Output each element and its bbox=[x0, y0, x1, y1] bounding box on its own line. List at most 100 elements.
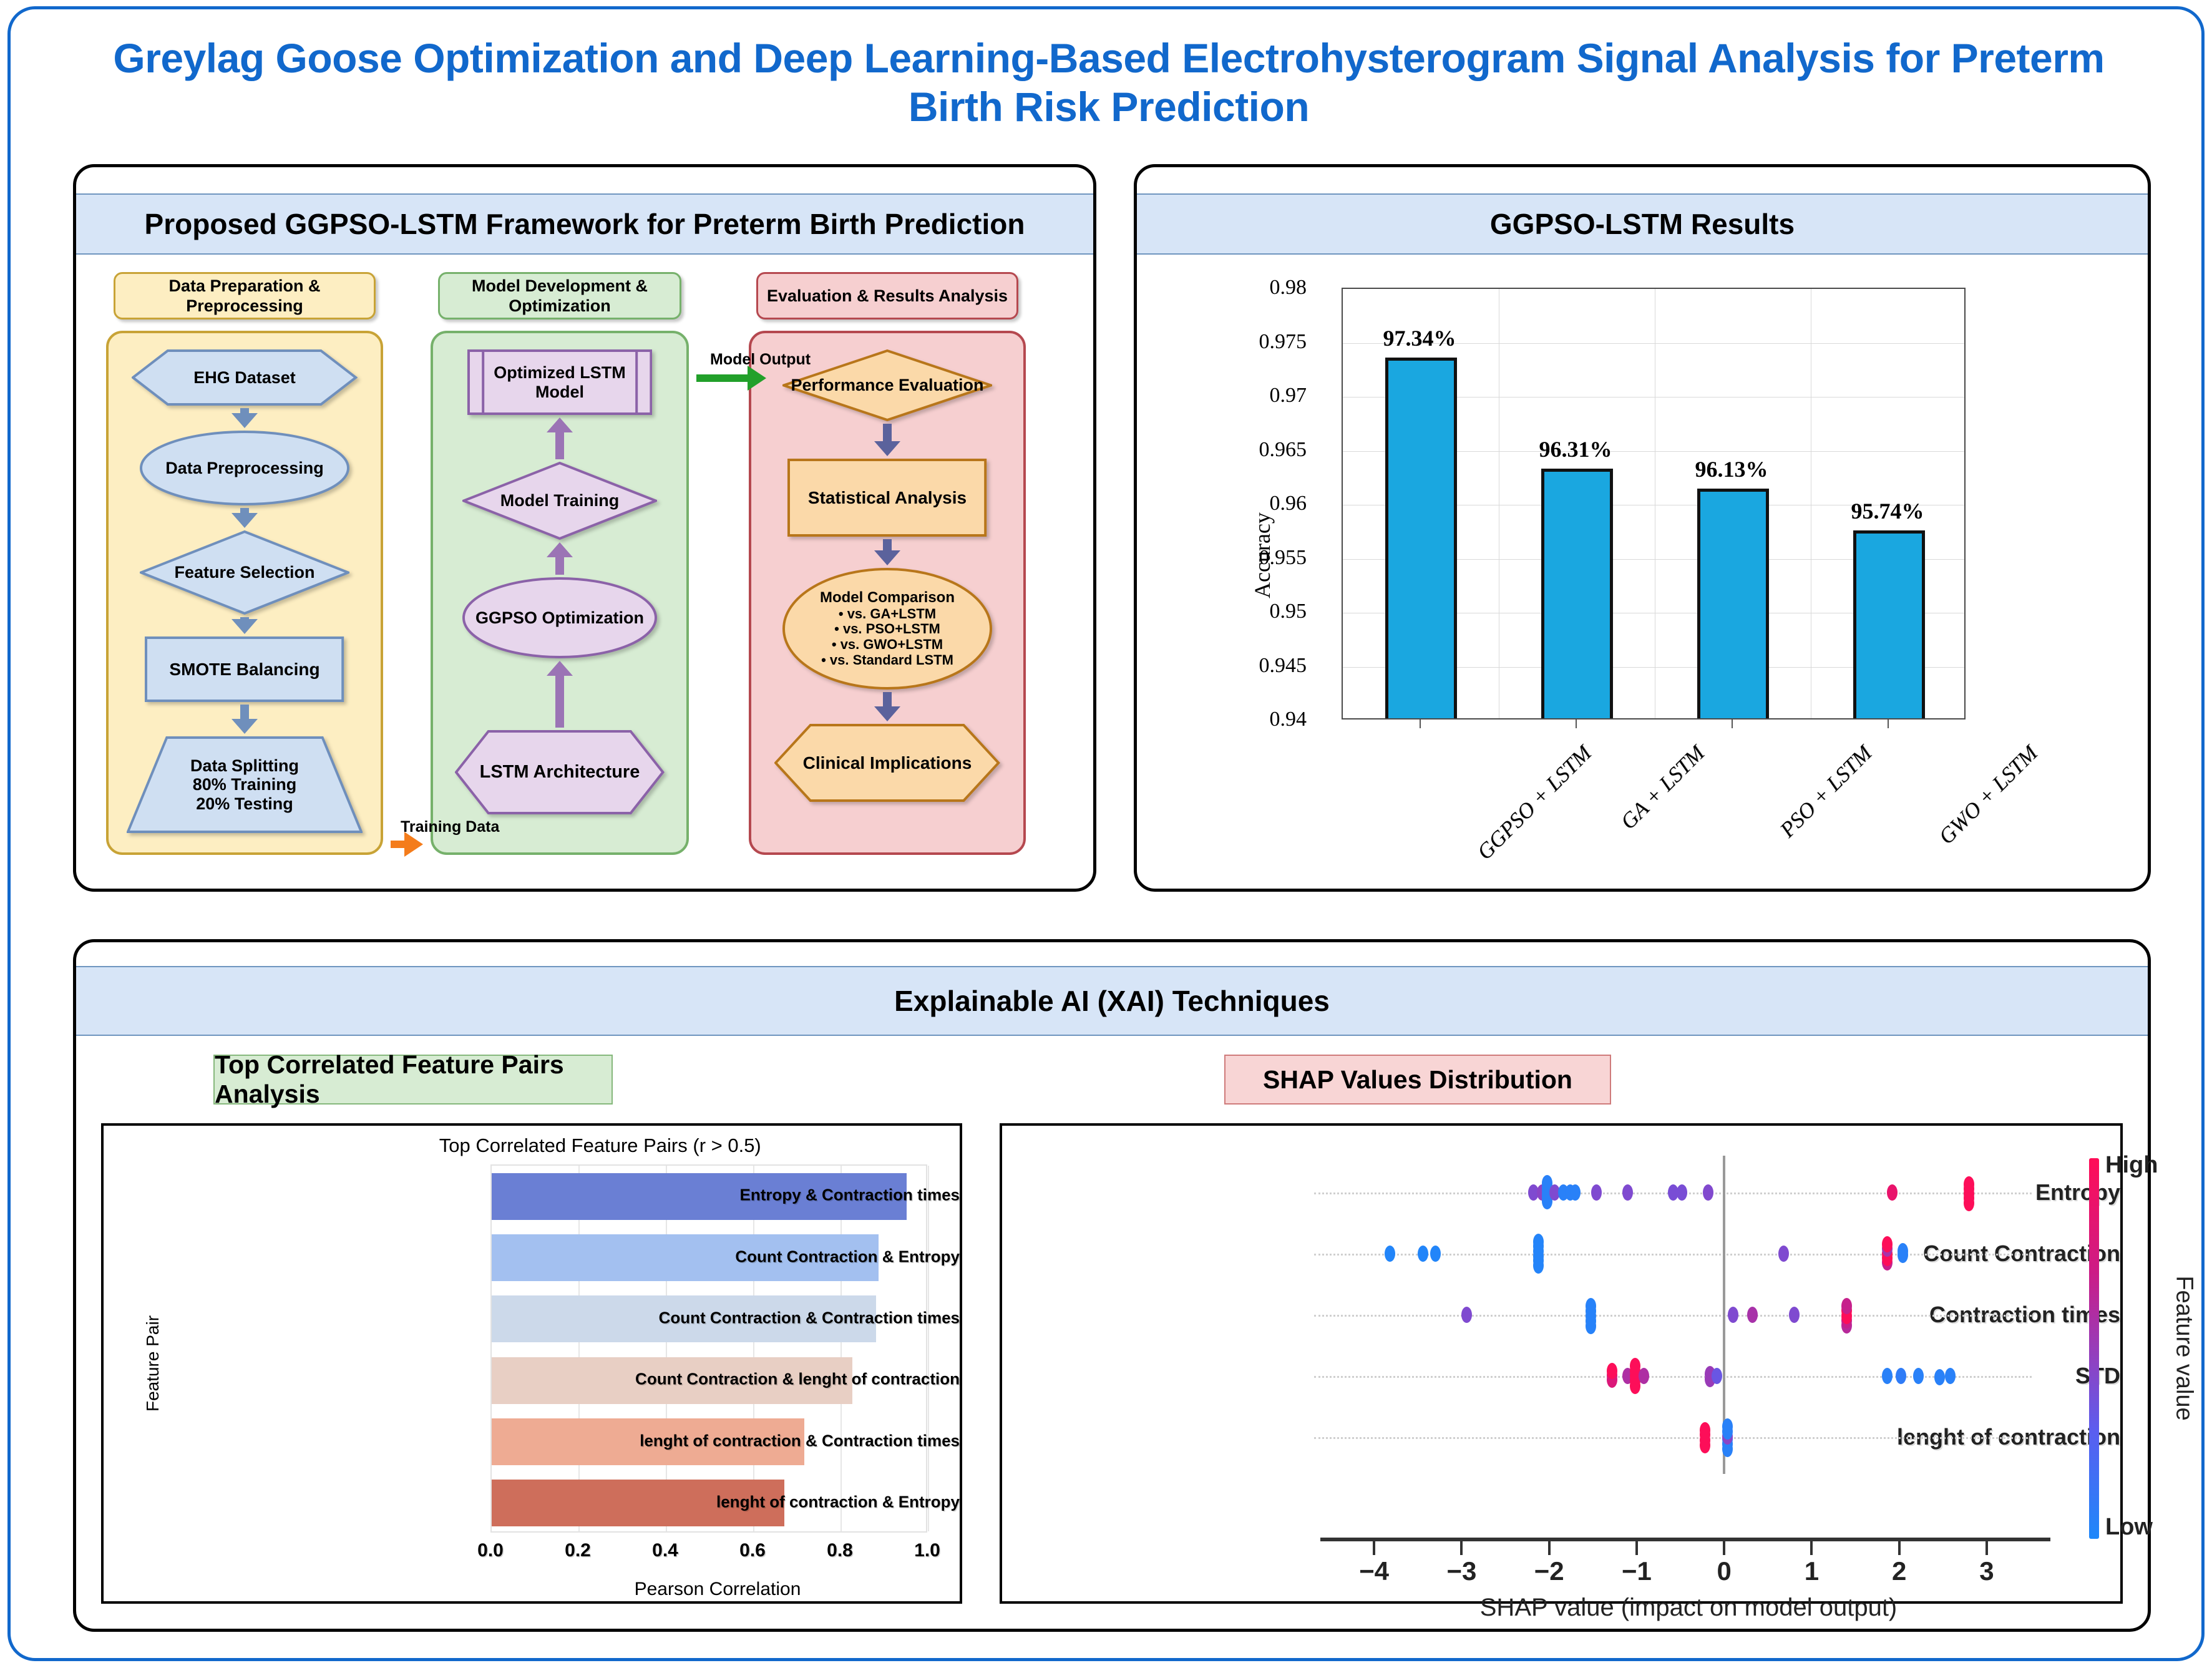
shap-x-tick-label-1: −3 bbox=[1446, 1556, 1477, 1586]
x-gridline bbox=[753, 1166, 754, 1531]
flow-node-data-prep-2: Feature Selection bbox=[140, 530, 349, 615]
shap-point bbox=[1549, 1184, 1560, 1201]
accuracy-bar-1 bbox=[1541, 469, 1613, 718]
shap-plot-box: Entropy Count Contraction Contraction time… bbox=[1000, 1123, 2198, 1621]
flow-node-label: Data Preprocessing bbox=[165, 458, 324, 477]
correlation-category-2: Count Contraction & Contraction times bbox=[658, 1308, 960, 1327]
figure-title: Greylag Goose Optimization and Deep Lear… bbox=[113, 35, 2105, 130]
x-gridline bbox=[666, 1166, 667, 1531]
shap-point bbox=[1778, 1246, 1790, 1262]
correlation-bar-3 bbox=[492, 1357, 852, 1404]
x-gridline bbox=[840, 1166, 842, 1531]
correlation-y-axis-label: Feature Pair bbox=[143, 1315, 163, 1412]
shap-x-tick-mark bbox=[1898, 1541, 1901, 1555]
shap-point bbox=[1699, 1422, 1710, 1438]
x-tick-label-2: 0.4 bbox=[652, 1540, 678, 1561]
shap-x-tick-label-4: 0 bbox=[1717, 1556, 1732, 1586]
shap-point bbox=[1418, 1246, 1429, 1262]
accuracy-bar-chart: Accuracy 0.94 0.945 0.95 0.955 0.96 0.965 0.97 0… bbox=[1174, 270, 2110, 869]
accuracy-bar-value-2: 96.13% bbox=[1695, 456, 1768, 482]
shap-point bbox=[1788, 1307, 1800, 1323]
flow-node-label: Optimized LSTM Model bbox=[494, 363, 626, 401]
shap-x-tick-mark bbox=[1547, 1541, 1551, 1555]
flow-node-evaluation-0: Performance Evaluation bbox=[782, 349, 992, 421]
flow-column-header-data-prep: Data Preparation & Preprocessing bbox=[114, 272, 376, 319]
shap-point bbox=[1703, 1184, 1714, 1201]
shap-point bbox=[1533, 1233, 1544, 1250]
flow-node-label: Feature Selection bbox=[174, 563, 315, 582]
flow-node-label: EHG Dataset bbox=[193, 368, 296, 387]
colorbar-axis-label: Feature value bbox=[2171, 1275, 2198, 1421]
flow-arrow-model-dev-0 bbox=[545, 417, 574, 459]
shap-x-tick-label-3: −1 bbox=[1621, 1556, 1652, 1586]
correlation-category-3: Count Contraction & lenght of contractio… bbox=[635, 1369, 960, 1388]
flow-arrow-data-prep-2 bbox=[230, 617, 259, 634]
shap-feature-label-4: lenght of contraction bbox=[1897, 1424, 2120, 1450]
shap-x-tick-mark bbox=[1723, 1541, 1726, 1555]
flow-node-evaluation-1: Statistical Analysis bbox=[787, 459, 987, 537]
shap-x-tick-label-0: −4 bbox=[1359, 1556, 1390, 1586]
x-tick-mark bbox=[1888, 719, 1889, 728]
x-tick-label-4: 0.8 bbox=[827, 1540, 853, 1561]
correlation-plot-area bbox=[490, 1164, 929, 1533]
flow-node-model-dev-1: Model Training bbox=[462, 462, 657, 540]
shap-row-gridline bbox=[1314, 1315, 2032, 1317]
shap-point bbox=[1677, 1184, 1688, 1201]
shap-x-axis bbox=[1320, 1538, 2050, 1541]
shap-subheader: SHAP Values Distribution bbox=[1224, 1055, 1611, 1105]
flow-arrow-data-prep-3 bbox=[230, 705, 259, 734]
shap-point bbox=[1638, 1368, 1649, 1384]
shap-point bbox=[1430, 1246, 1441, 1262]
y-tick-label: 0.955 bbox=[1259, 545, 1307, 569]
x-tick-label-5: 1.0 bbox=[914, 1540, 940, 1561]
correlation-category-0: Entropy & Contraction times bbox=[739, 1185, 960, 1204]
flow-column-header-model-dev: Model Development & Optimization bbox=[438, 272, 681, 319]
flow-arrow-data-prep-0 bbox=[230, 408, 259, 428]
y-tick-label: 0.965 bbox=[1259, 437, 1307, 461]
correlation-bar-4 bbox=[492, 1418, 804, 1465]
flow-node-label: Model Training bbox=[500, 491, 620, 510]
correlation-category-4: lenght of contraction & Contraction time… bbox=[640, 1431, 960, 1450]
shap-point bbox=[1881, 1368, 1893, 1384]
flow-node-label: Performance Evaluation bbox=[791, 376, 984, 395]
shap-point bbox=[1722, 1418, 1733, 1435]
shap-point bbox=[1527, 1184, 1539, 1201]
flow-node-model-dev-3: LSTM Architecture bbox=[455, 730, 665, 814]
xai-panel-header: Explainable AI (XAI) Techniques bbox=[76, 966, 2148, 1036]
shap-zero-line bbox=[1723, 1156, 1726, 1474]
correlation-category-1: Count Contraction & Entropy bbox=[735, 1247, 960, 1266]
x-tick-label-0: 0.0 bbox=[477, 1540, 504, 1561]
category-label-3: GWO + LSTM bbox=[1934, 741, 2042, 849]
y-gridline bbox=[1343, 451, 1964, 452]
shap-point bbox=[1886, 1184, 1898, 1201]
x-tick-label-1: 0.2 bbox=[565, 1540, 591, 1561]
feature-value-colorbar bbox=[2089, 1158, 2099, 1539]
shap-x-tick-mark bbox=[1373, 1541, 1376, 1555]
shap-point bbox=[1384, 1246, 1395, 1262]
shap-x-tick-label-7: 3 bbox=[1979, 1556, 1994, 1586]
shap-point bbox=[1841, 1297, 1852, 1314]
training-data-arrow-label: Training Data bbox=[401, 818, 500, 836]
y-tick-label: 0.97 bbox=[1269, 384, 1307, 407]
shap-x-tick-mark bbox=[1635, 1541, 1638, 1555]
shap-point bbox=[1881, 1236, 1893, 1252]
correlation-plot-box: Top Correlated Feature Pairs (r > 0.5) Fe… bbox=[101, 1123, 962, 1604]
training-data-arrow bbox=[391, 830, 423, 859]
model-output-arrow bbox=[696, 364, 766, 393]
flow-node-model-dev-0: Optimized LSTM Model bbox=[467, 349, 653, 415]
framework-panel-header: Proposed GGPSO-LSTM Framework for Preter… bbox=[76, 193, 1093, 255]
accuracy-bar-value-0: 97.34% bbox=[1383, 326, 1456, 351]
flow-node-label: Clinical Implications bbox=[802, 753, 972, 773]
correlation-bar-2 bbox=[492, 1295, 876, 1343]
flow-node-data-prep-0: EHG Dataset bbox=[132, 349, 358, 406]
category-label-2: PSO + LSTM bbox=[1775, 741, 1877, 842]
x-tick-mark bbox=[1732, 719, 1733, 728]
shap-x-tick-label-2: −2 bbox=[1534, 1556, 1564, 1586]
y-tick-label: 0.945 bbox=[1259, 653, 1307, 677]
correlation-subheader: Top Correlated Feature Pairs Analysis bbox=[213, 1050, 613, 1108]
correlation-bar-5 bbox=[492, 1480, 784, 1527]
flow-column-header-evaluation: Evaluation & Results Analysis bbox=[756, 272, 1018, 319]
flow-node-label: Model Comparison • vs. GA+LSTM • vs. PSO+L… bbox=[819, 588, 955, 668]
flow-node-model-dev-2: GGPSO Optimization bbox=[462, 577, 657, 658]
framework-panel: Proposed GGPSO-LSTM Framework for Preter… bbox=[73, 164, 1096, 892]
